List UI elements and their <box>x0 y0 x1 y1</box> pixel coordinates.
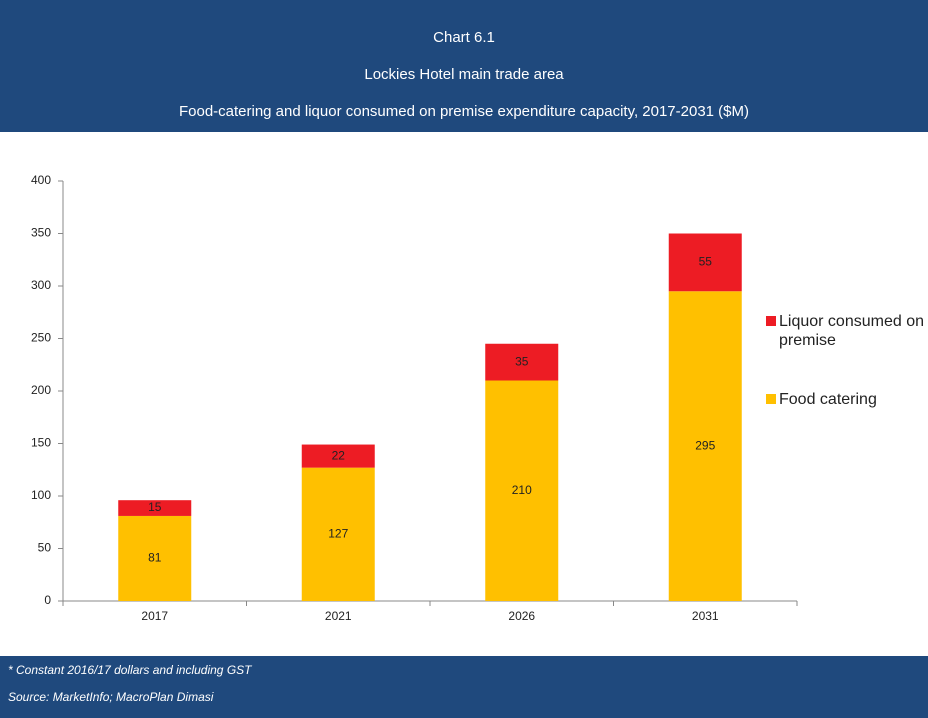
data-label: 210 <box>512 483 532 497</box>
legend-label: Food catering <box>779 391 877 408</box>
bar-segment <box>485 343 559 381</box>
chart-title: Chart 6.1 <box>433 29 495 46</box>
data-label: 127 <box>328 526 348 540</box>
data-label: 55 <box>699 255 713 269</box>
y-tick-label: 300 <box>31 278 51 292</box>
data-label: 295 <box>695 438 715 452</box>
bar-segment <box>301 444 375 468</box>
y-tick-label: 200 <box>31 383 51 397</box>
y-tick-label: 350 <box>31 226 51 240</box>
legend-swatch <box>766 394 776 404</box>
y-tick-label: 250 <box>31 331 51 345</box>
y-tick-label: 100 <box>31 488 51 502</box>
bar-segment <box>301 467 375 601</box>
chart-subtitle: Lockies Hotel main trade area <box>364 66 564 83</box>
legend-item: Food catering <box>766 390 926 409</box>
data-label: 81 <box>148 551 162 565</box>
source-note: Source: MarketInfo; MacroPlan Dimasi <box>8 690 214 704</box>
chart-subtitle: Food-catering and liquor consumed on pre… <box>179 103 749 120</box>
x-tick-label: 2017 <box>141 609 168 623</box>
y-tick-label: 150 <box>31 436 51 450</box>
bar-segment <box>668 291 742 601</box>
legend-label: Liquor consumed on premise <box>779 313 924 349</box>
x-tick-label: 2021 <box>325 609 352 623</box>
legend-swatch <box>766 316 776 326</box>
bar-segment <box>118 515 192 601</box>
y-tick-label: 50 <box>38 541 52 555</box>
y-tick-label: 400 <box>31 173 51 187</box>
data-label: 35 <box>515 354 529 368</box>
data-label: 15 <box>148 500 162 514</box>
bar-segment <box>485 380 559 601</box>
bar-segment <box>118 500 192 516</box>
x-tick-label: 2026 <box>508 609 535 623</box>
legend-item: Liquor consumed on premise <box>766 312 926 350</box>
header-band <box>0 0 928 132</box>
footer-band <box>0 656 928 718</box>
footnote: * Constant 2016/17 dollars and including… <box>8 663 253 677</box>
y-tick-label: 0 <box>44 593 51 607</box>
data-label: 22 <box>332 448 346 462</box>
x-tick-label: 2031 <box>692 609 719 623</box>
bar-segment <box>668 233 742 292</box>
